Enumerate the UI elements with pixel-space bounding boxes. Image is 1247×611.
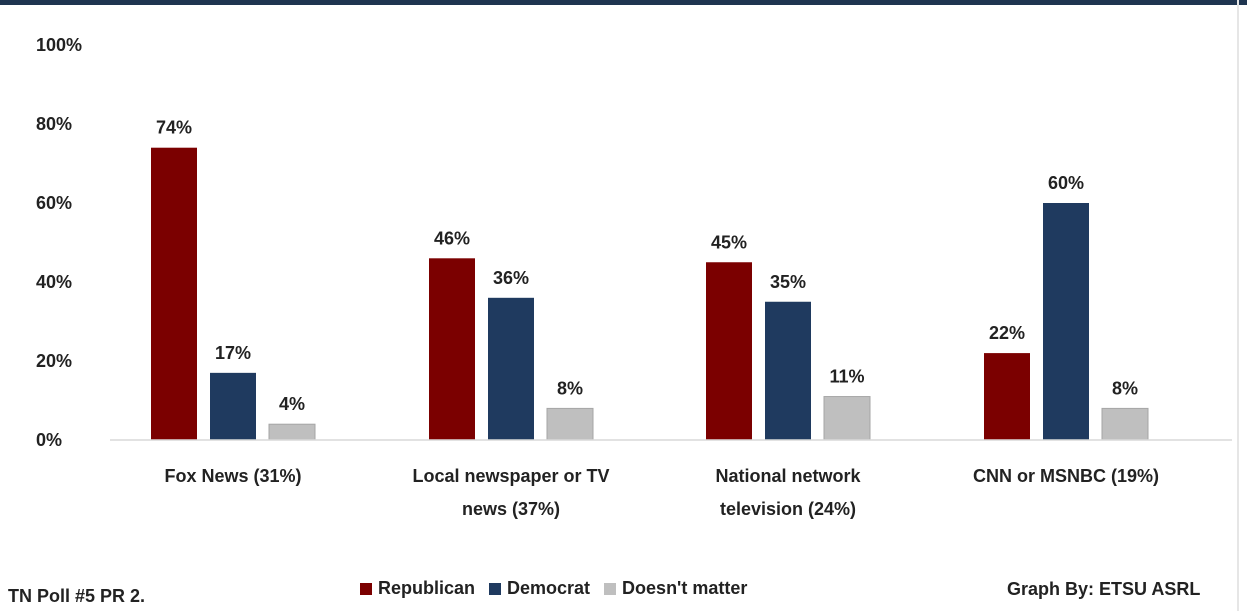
bar-doesn-t-matter-2 [823,396,871,441]
y-tick-label: 20% [36,351,72,371]
data-label: 22% [989,323,1025,343]
legend-swatch-doesnt-matter [604,582,617,595]
data-label: 60% [1048,173,1084,193]
y-tick-label: 100% [36,35,82,55]
bar-doesn-t-matter-1 [546,407,594,441]
bar-democrat-2 [765,301,811,440]
category-label: Local newspaper or TV [412,466,609,486]
category-label: Fox News (31%) [164,466,301,486]
category-label: National network [715,466,861,486]
legend: Republican Democrat Doesn't matter [360,578,761,599]
bar-republican-2 [706,262,752,440]
top-border [0,0,1247,5]
bars [151,147,1149,441]
category-label: news (37%) [462,499,560,519]
category-label: television (24%) [720,499,856,519]
data-label: 46% [434,228,470,248]
y-tick-label: 40% [36,272,72,292]
legend-label-doesnt-matter: Doesn't matter [622,578,748,598]
right-border [1237,0,1239,611]
data-label: 8% [557,378,583,398]
data-label: 11% [829,367,864,387]
data-label: 35% [770,272,806,292]
bar-republican-1 [429,258,475,440]
bar-doesn-t-matter-0 [268,423,316,441]
legend-item-democrat: Democrat [489,578,590,599]
data-label: 45% [711,232,747,252]
category-label: CNN or MSNBC (19%) [973,466,1159,486]
y-tick-label: 80% [36,114,72,134]
data-label: 4% [279,394,305,414]
legend-label-democrat: Democrat [507,578,591,598]
data-labels: 74% 46% 45% 22% 17% 36% 35% 60% 4% 8% 11% 8% [156,118,1138,415]
data-label: 17% [215,343,251,363]
legend-item-republican: Republican [360,578,475,599]
y-axis-ticks: 0% 20% 40% 60% 80% 100% [36,35,82,450]
bar-democrat-0 [210,372,256,440]
graph-credit: Graph By: ETSU ASRL [1007,579,1201,599]
bar-republican-0 [151,147,197,440]
category-labels: Fox News (31%) Local newspaper or TV news … [164,466,1159,519]
bar-republican-3 [984,353,1030,440]
legend-swatch-republican [360,582,372,595]
bar-doesn-t-matter-3 [1101,407,1149,441]
y-tick-label: 60% [36,193,72,213]
data-label: 36% [493,268,529,288]
bar-democrat-3 [1043,203,1089,440]
legend-swatch-democrat [489,582,502,595]
data-label: 74% [156,118,192,138]
legend-item-doesnt-matter: Doesn't matter [604,578,747,599]
y-tick-label: 0% [36,430,62,450]
source-note: TN Poll #5 PR 2. [8,586,146,606]
bar-democrat-1 [488,297,534,440]
data-label: 8% [1112,378,1138,398]
legend-label-republican: Republican [378,578,476,598]
